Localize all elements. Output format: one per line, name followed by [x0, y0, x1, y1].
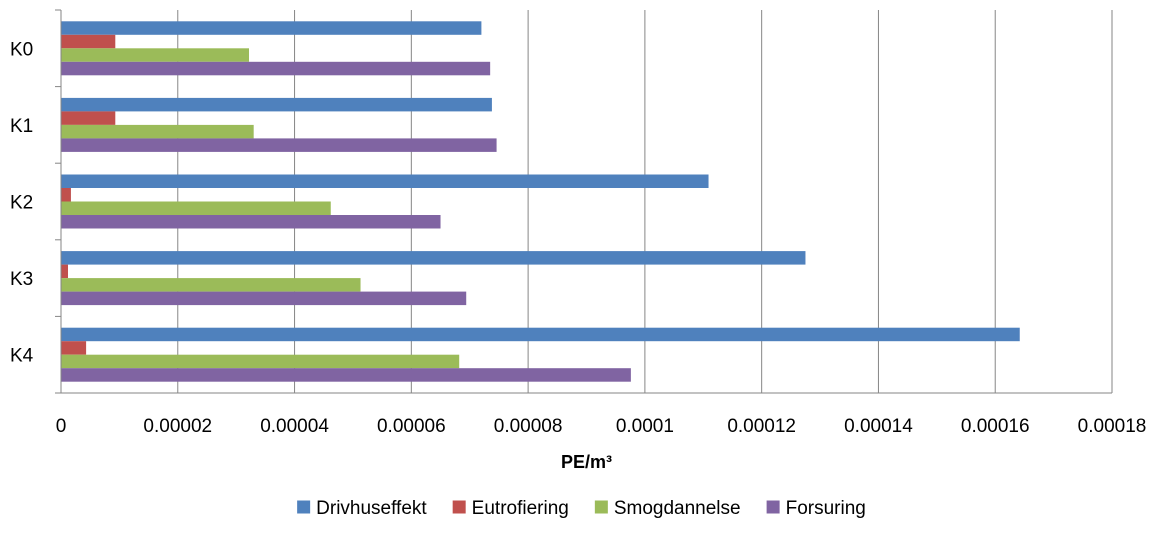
x-tick-label: 0.00016 — [961, 416, 1030, 437]
category-label: K2 — [10, 193, 33, 214]
bar-k3-forsuring — [61, 291, 467, 306]
legend-label: Smogdannelse — [614, 498, 741, 519]
legend-swatch — [297, 500, 311, 514]
bar-k1-eutrofiering — [61, 111, 116, 125]
bar-k4-forsuring — [61, 368, 631, 382]
bar-k1-drivhuseffekt — [61, 97, 492, 112]
bar-k0-eutrofiering — [61, 34, 116, 49]
bar-k2-smogdannelse — [61, 201, 331, 215]
category-label: K3 — [10, 269, 33, 290]
bar-k3-smogdannelse — [61, 278, 361, 292]
legend-item-eutrofiering: Eutrofiering — [452, 498, 569, 519]
x-tick-label: 0.00008 — [494, 416, 563, 437]
bars — [61, 21, 1020, 382]
x-tick-label: 0.00002 — [143, 416, 212, 437]
legend-item-smogdannelse: Smogdannelse — [594, 498, 741, 519]
x-axis-title: PE/m³ — [561, 452, 612, 472]
bar-k4-eutrofiering — [61, 341, 87, 355]
x-tick-label: 0.00006 — [377, 416, 446, 437]
legend-item-forsuring: Forsuring — [766, 498, 866, 519]
legend-label: Eutrofiering — [472, 498, 569, 519]
x-tick-label: 0 — [56, 416, 67, 437]
bar-k0-smogdannelse — [61, 48, 250, 62]
x-tick-label: 0.0001 — [616, 416, 674, 437]
bar-k3-drivhuseffekt — [61, 251, 806, 265]
bar-k2-forsuring — [61, 215, 441, 229]
legend-swatch — [594, 500, 608, 514]
bar-k0-drivhuseffekt — [61, 21, 482, 35]
bar-k2-eutrofiering — [61, 188, 71, 202]
axes — [55, 9, 1112, 394]
category-labels: K0 K1 K2 K3 K4 — [10, 39, 34, 366]
legend-label: Forsuring — [786, 498, 866, 519]
x-tick-label: 0.00012 — [727, 416, 796, 437]
legend: Drivhuseffekt Eutrofiering Smogdannelse For… — [297, 498, 866, 519]
bar-k4-smogdannelse — [61, 354, 460, 369]
bar-k4-drivhuseffekt — [61, 327, 1020, 342]
x-tick-label: 0.00014 — [844, 416, 913, 437]
category-label: K1 — [10, 116, 33, 137]
legend-item-drivhuseffekt: Drivhuseffekt — [297, 498, 427, 519]
bar-k1-forsuring — [61, 138, 497, 152]
bar-k1-smogdannelse — [61, 124, 254, 139]
bar-k2-drivhuseffekt — [61, 174, 709, 188]
bar-k3-eutrofiering — [61, 264, 69, 279]
legend-label: Drivhuseffekt — [316, 498, 427, 519]
category-label: K0 — [10, 39, 33, 60]
legend-swatch — [452, 500, 466, 514]
category-label: K4 — [10, 346, 34, 367]
x-tick-labels: 0 0.00002 0.00004 0.00006 0.00008 0.0001 0.000… — [56, 416, 1147, 437]
x-tick-label: 0.00018 — [1078, 416, 1147, 437]
x-tick-label: 0.00004 — [260, 416, 329, 437]
bar-k0-forsuring — [61, 61, 491, 76]
legend-swatch — [766, 500, 780, 514]
